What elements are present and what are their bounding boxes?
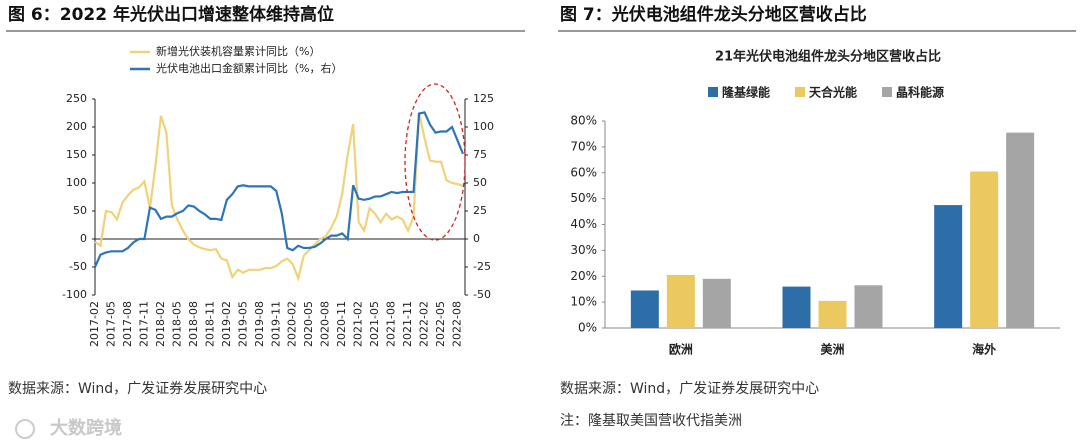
chart-title: 21年光伏电池组件龙头分地区营收占比 (715, 49, 941, 65)
legend-swatch (795, 87, 805, 97)
legend-swatch (708, 87, 718, 97)
x-tick-label: 2019-08 (253, 301, 266, 347)
bar (1006, 132, 1035, 328)
y-tick-label: 10% (570, 295, 597, 309)
y-tick-label: 80% (570, 114, 597, 128)
x-tick-label: 2018-02 (154, 301, 167, 347)
legend-label: 隆基绿能 (722, 85, 770, 100)
source: 数据来源：Wind，广发证券发展研究中心 (560, 381, 819, 397)
watermark-icon (15, 419, 35, 439)
y-tick-label: -100 (62, 288, 87, 301)
legend-swatch (882, 87, 892, 97)
bar (854, 285, 883, 328)
legend-label: 新增光伏装机容量累计同比（%） (156, 44, 320, 58)
x-tick-label: 海外 (972, 342, 996, 357)
y-tick-label: 40% (570, 217, 597, 231)
y2-tick-label: 75 (473, 148, 487, 161)
y2-tick-label: -50 (473, 288, 491, 301)
figure-title: 图 7：光伏电池组件龙头分地区营收占比 (560, 4, 867, 25)
y2-tick-label: 25 (473, 204, 487, 217)
x-tick-label: 2017-08 (121, 301, 134, 347)
bar (630, 290, 659, 328)
bar (970, 171, 999, 328)
x-tick-label: 2019-05 (236, 301, 249, 347)
y-tick-label: 20% (570, 269, 597, 283)
x-tick-label: 欧洲 (669, 342, 693, 357)
figure-title: 图 6：2022 年光伏出口增速整体维持高位 (8, 4, 334, 25)
y2-tick-label: 125 (473, 92, 494, 105)
bar (702, 278, 731, 328)
y2-tick-label: 0 (473, 232, 480, 245)
x-tick-label: 2020-02 (286, 301, 299, 347)
x-tick-label: 2022-08 (451, 301, 464, 347)
line-series (93, 111, 465, 268)
x-tick-label: 2022-02 (418, 301, 431, 347)
legend-label: 光伏电池出口金额累计同比（%，右） (156, 61, 342, 75)
y-tick-label: 250 (66, 92, 87, 105)
x-tick-label: 2019-02 (220, 301, 233, 347)
legend-label: 天合光能 (809, 85, 857, 100)
x-tick-label: 2021-05 (368, 301, 381, 347)
x-tick-label: 2019-11 (269, 301, 282, 347)
bar (818, 300, 847, 328)
x-tick-label: 2018-08 (187, 301, 200, 347)
y-tick-label: 50% (570, 191, 597, 205)
x-tick-label: 2017-02 (88, 301, 101, 347)
y2-tick-label: -25 (473, 260, 491, 273)
y-tick-label: 150 (66, 148, 87, 161)
x-tick-label: 2021-02 (352, 301, 365, 347)
x-tick-label: 2018-05 (170, 301, 183, 347)
highlight-ellipse (404, 83, 466, 241)
y-tick-label: 30% (570, 243, 597, 257)
source: 数据来源：Wind，广发证券发展研究中心 (8, 381, 267, 397)
y-tick-label: 0% (578, 321, 597, 335)
x-tick-label: 2022-05 (434, 301, 447, 347)
y-tick-label: 60% (570, 165, 597, 179)
y-tick-label: 50 (73, 204, 87, 217)
y-tick-label: 70% (570, 139, 597, 153)
note: 注：隆基取美国营收代指美洲 (560, 412, 742, 429)
y-tick-label: 200 (66, 120, 87, 133)
x-tick-label: 2020-11 (335, 301, 348, 347)
y-tick-label: 0 (80, 232, 87, 245)
bar (666, 274, 695, 328)
y2-tick-label: 100 (473, 120, 494, 133)
y-tick-label: -50 (69, 260, 87, 273)
x-tick-label: 2020-08 (319, 301, 332, 347)
x-tick-label: 2021-08 (385, 301, 398, 347)
x-tick-label: 2017-05 (104, 301, 117, 347)
legend-label: 晶科能源 (896, 85, 944, 100)
y2-tick-label: 50 (473, 176, 487, 189)
x-tick-label: 美洲 (820, 342, 844, 357)
line-series (94, 112, 464, 282)
x-tick-label: 2018-11 (203, 301, 216, 347)
y-tick-label: 100 (66, 176, 87, 189)
x-tick-label: 2017-11 (137, 301, 150, 347)
x-tick-label: 2021-11 (401, 301, 414, 347)
x-tick-label: 2020-05 (302, 301, 315, 347)
bar (782, 286, 811, 328)
watermark: 大数跨境 (50, 417, 122, 439)
bar (934, 205, 963, 328)
